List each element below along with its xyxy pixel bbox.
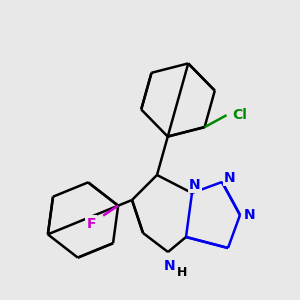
Text: N: N [224, 171, 236, 185]
Text: H: H [177, 266, 187, 278]
Text: Cl: Cl [232, 108, 247, 122]
Text: N: N [164, 259, 176, 273]
Text: N: N [244, 208, 256, 222]
Text: F: F [86, 217, 96, 231]
Text: N: N [189, 178, 201, 192]
